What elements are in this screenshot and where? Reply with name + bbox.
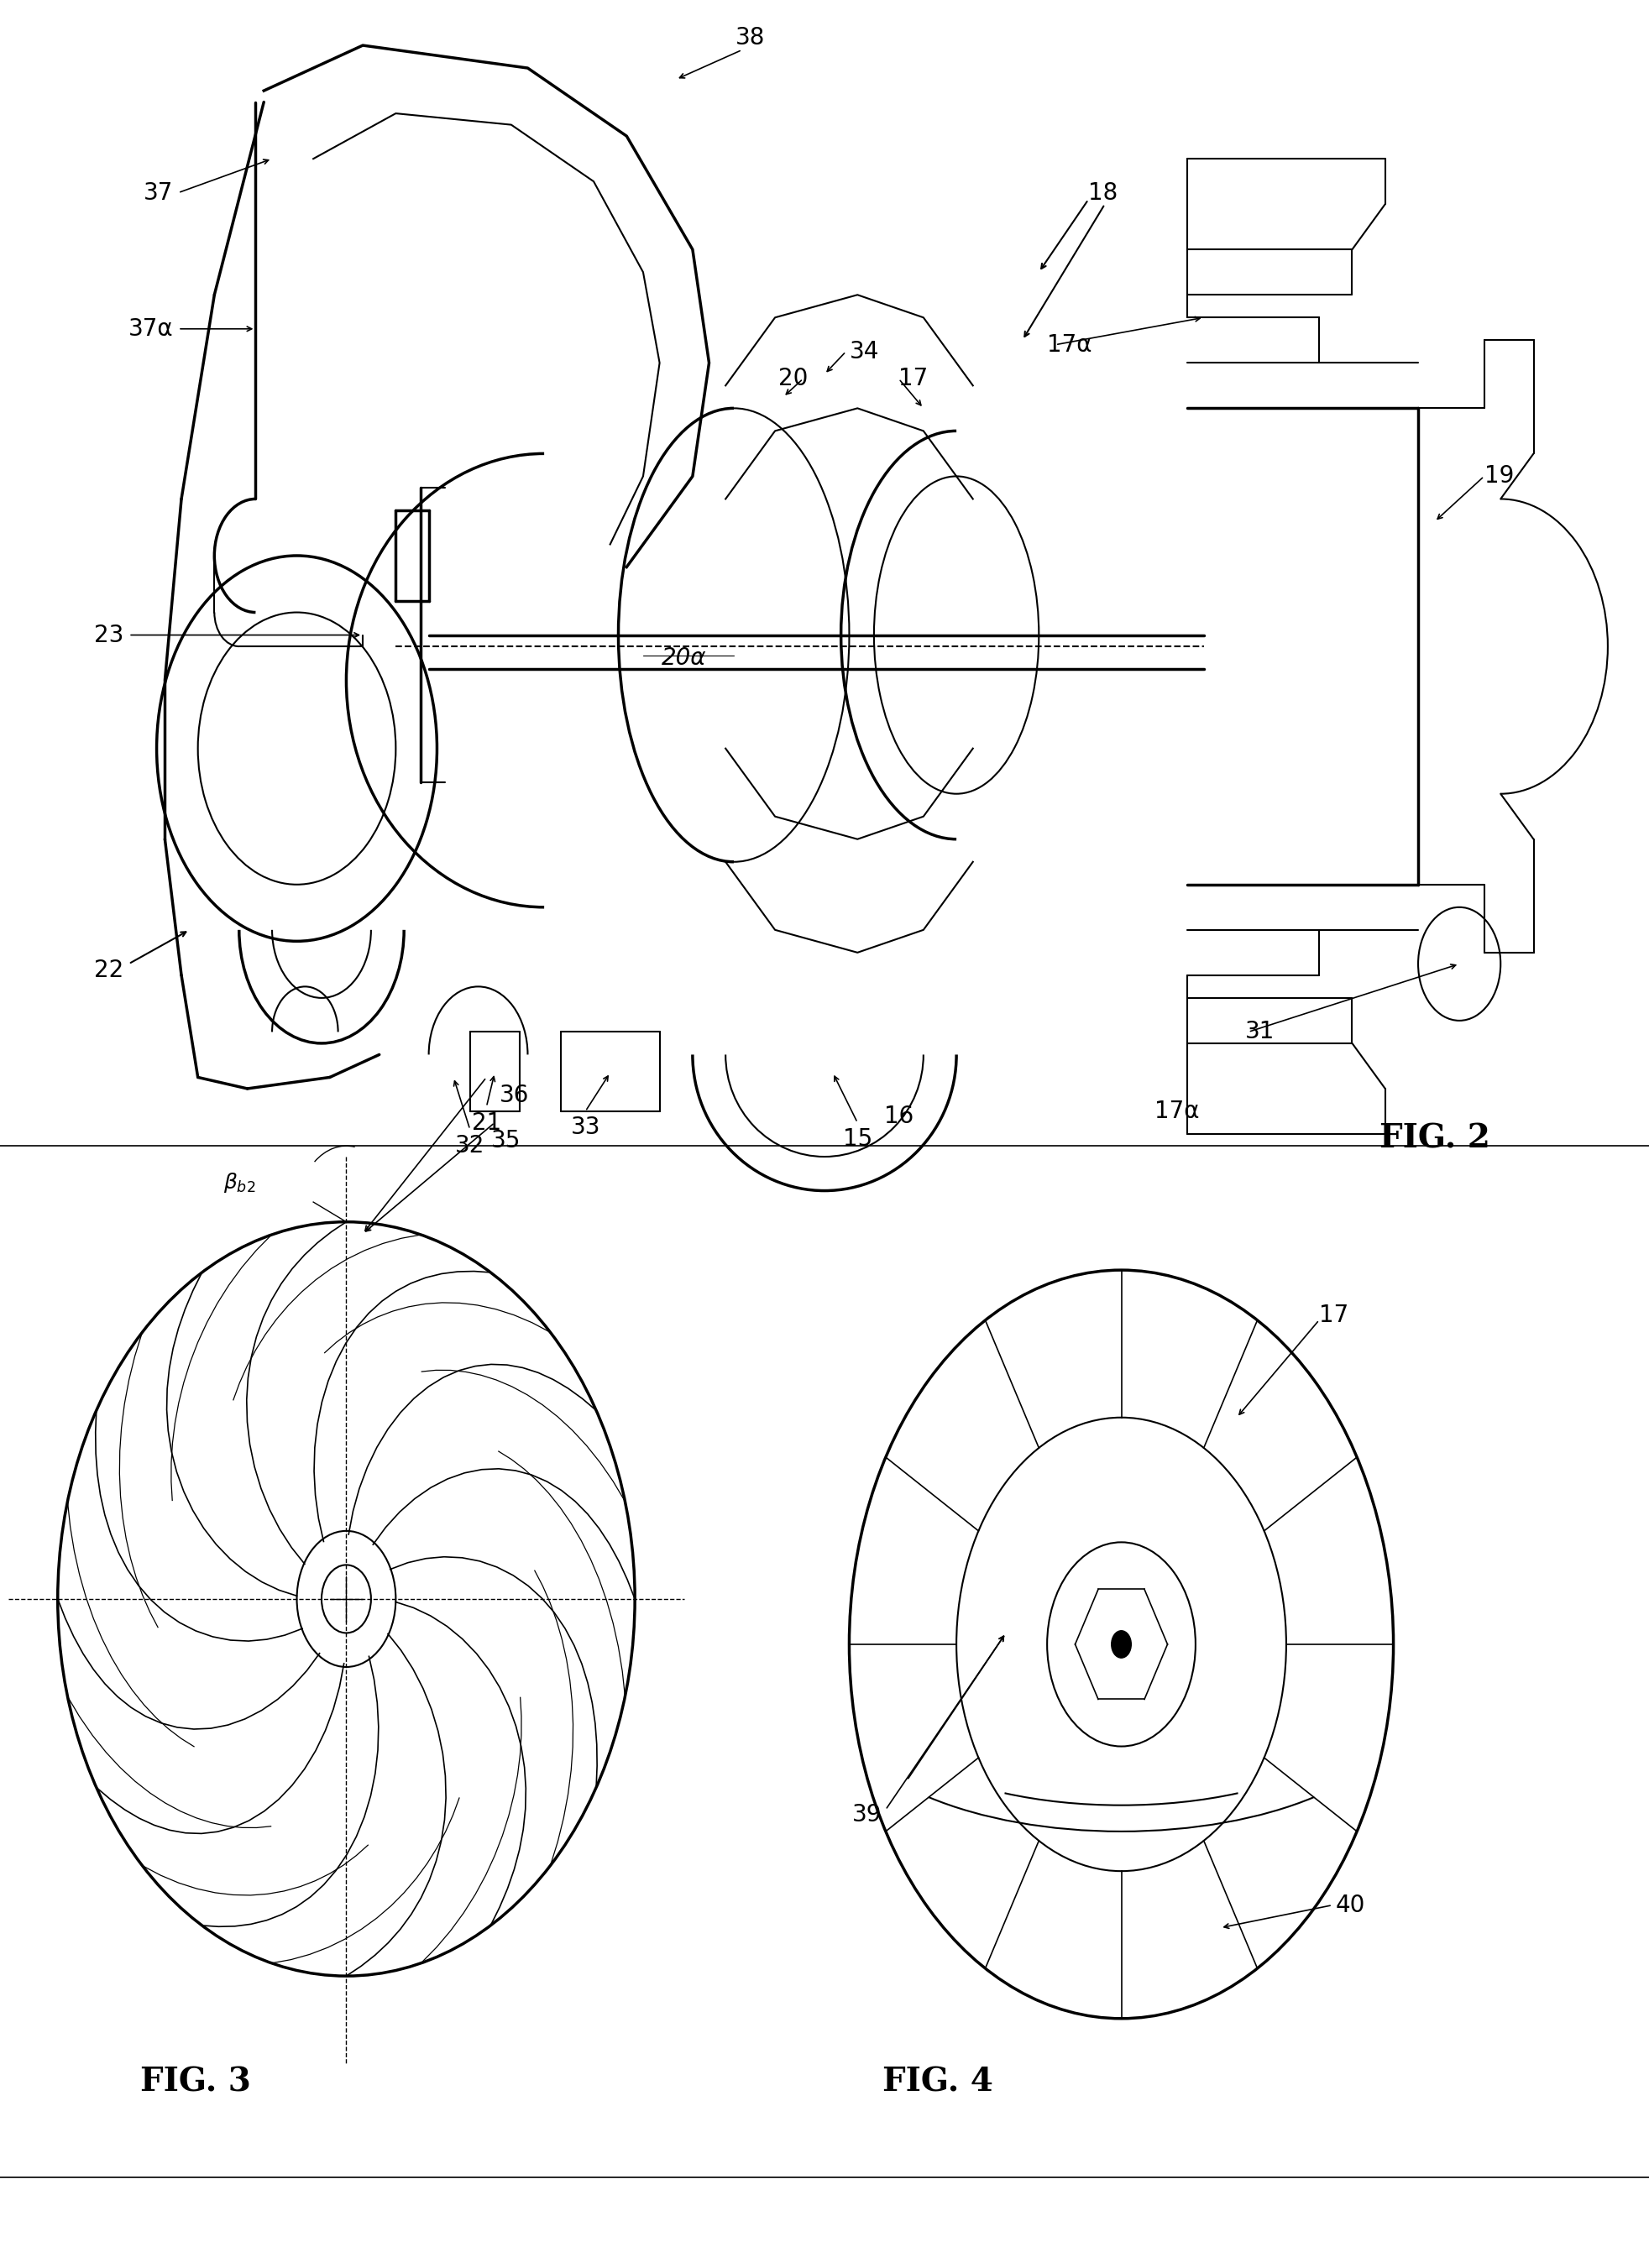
Text: 17α: 17α <box>1047 333 1092 356</box>
Text: 39: 39 <box>853 1803 882 1826</box>
Text: 37α: 37α <box>129 318 173 340</box>
Text: FIG. 2: FIG. 2 <box>1379 1123 1491 1154</box>
Text: FIG. 3: FIG. 3 <box>140 2066 251 2098</box>
Text: 22: 22 <box>94 959 124 982</box>
Text: FIG. 4: FIG. 4 <box>882 2066 993 2098</box>
Text: 33: 33 <box>571 1116 600 1139</box>
Text: 16: 16 <box>884 1105 914 1127</box>
Text: 23: 23 <box>94 624 124 646</box>
Text: 32: 32 <box>455 1134 485 1157</box>
Text: 34: 34 <box>849 340 879 363</box>
Circle shape <box>1111 1631 1131 1658</box>
Text: 17: 17 <box>1319 1304 1349 1327</box>
Text: 18: 18 <box>1088 181 1118 204</box>
Text: 31: 31 <box>1245 1021 1275 1043</box>
Text: 36: 36 <box>500 1084 529 1107</box>
Text: 40: 40 <box>1336 1894 1365 1916</box>
Text: 20α: 20α <box>661 646 707 669</box>
Text: 35: 35 <box>491 1129 521 1152</box>
Text: 15: 15 <box>843 1127 872 1150</box>
Text: 20: 20 <box>778 367 808 390</box>
Text: 19: 19 <box>1484 465 1514 488</box>
Text: 38: 38 <box>735 27 765 50</box>
Text: 21: 21 <box>472 1111 501 1134</box>
Text: $\beta_{b2}$: $\beta_{b2}$ <box>223 1170 256 1193</box>
Text: 17: 17 <box>899 367 928 390</box>
Text: 17α: 17α <box>1154 1100 1199 1123</box>
Text: 37: 37 <box>143 181 173 204</box>
